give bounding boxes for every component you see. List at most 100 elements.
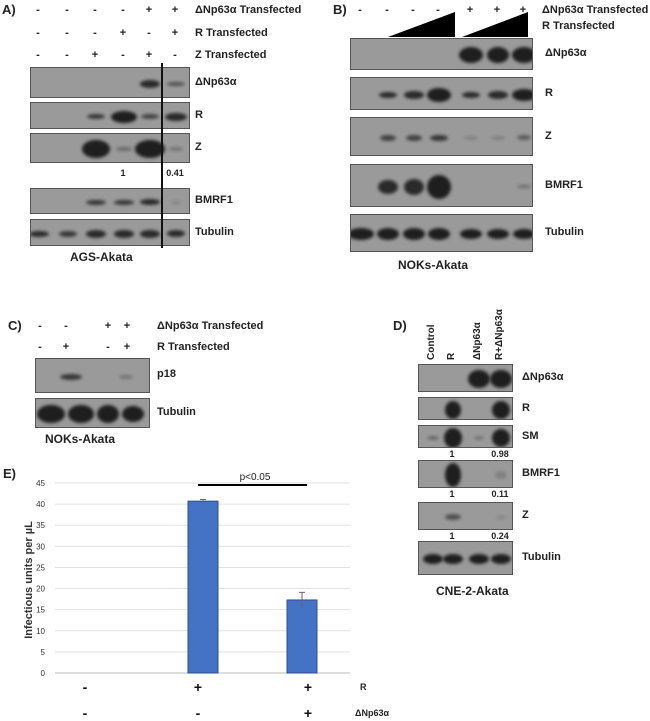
panel-d-2-blot [418, 425, 513, 448]
sign: - [38, 341, 42, 353]
lane-label: ΔNp63α [472, 322, 483, 360]
band [427, 174, 451, 199]
y-tick-label: 15 [36, 606, 45, 615]
panel-b-2-blot [350, 117, 533, 156]
band [86, 199, 106, 205]
panel-a-3-blot [30, 188, 190, 214]
sign: - [65, 4, 69, 16]
panel-d-1-blot [418, 397, 513, 420]
sign: + [119, 27, 127, 39]
panel-c-1-blot [35, 398, 150, 428]
band [517, 185, 531, 188]
sign: - [36, 49, 40, 61]
blot-label: Z [195, 141, 202, 153]
significance-label: p<0.05 [240, 472, 271, 483]
z_quant: 1 [449, 531, 455, 541]
sign: + [91, 49, 99, 61]
band [140, 229, 160, 238]
panel-d-5-blot [418, 541, 513, 575]
y-tick-label: 0 [41, 669, 46, 678]
panel-a-0-blot [30, 67, 190, 98]
y-tick-label: 30 [36, 542, 45, 551]
band [443, 554, 463, 564]
condition-sign: + [304, 705, 312, 721]
blot-label: BMRF1 [545, 178, 583, 191]
band [512, 88, 532, 101]
band [474, 435, 484, 440]
band [140, 79, 160, 88]
band [404, 178, 424, 195]
band [114, 199, 134, 205]
sign: + [519, 4, 527, 16]
band [462, 91, 480, 98]
band [487, 229, 509, 239]
cell-line-label: AGS-Akata [70, 250, 133, 264]
band [378, 179, 398, 194]
panel-d-4-blot [418, 502, 513, 530]
condition-sign: - [83, 679, 88, 695]
panel-a-4-blot [30, 219, 190, 246]
band [468, 370, 490, 388]
sign: - [65, 27, 69, 39]
bmrf1_quant: 0.11 [491, 489, 509, 499]
blot-label: Tubulin [522, 551, 561, 563]
band [82, 140, 110, 158]
row-label: ΔNp63α Transfected [157, 320, 264, 332]
sign: + [104, 320, 112, 332]
condition-label: ΔNp63α [355, 708, 389, 718]
lane-label: Control [426, 324, 437, 360]
panel-b-3-blot [350, 164, 533, 207]
band [445, 400, 461, 419]
bar [187, 500, 219, 674]
band [351, 228, 374, 240]
band [430, 134, 448, 141]
band [491, 554, 511, 564]
condition-sign: - [83, 705, 88, 721]
sign: - [93, 27, 97, 39]
band [60, 373, 82, 380]
sign: + [123, 341, 131, 353]
band [86, 229, 106, 238]
sm_quant: 0.98 [491, 449, 509, 459]
sign: + [171, 4, 179, 16]
band [379, 91, 397, 98]
band [495, 471, 507, 479]
band [513, 229, 532, 239]
y-tick-label: 45 [36, 479, 45, 488]
band [97, 405, 119, 423]
cell-line-label: NOKs-Akata [398, 258, 469, 272]
lane-label: R [446, 352, 457, 360]
band [427, 435, 439, 440]
y-tick-label: 5 [41, 648, 46, 657]
band [59, 230, 77, 237]
band [464, 135, 478, 140]
blot-label: p18 [157, 368, 176, 380]
blot-label: Z [545, 129, 552, 142]
panel-c-label: C) [8, 318, 22, 333]
sign: + [62, 341, 70, 353]
row-label: ΔNp63α Transfected [195, 4, 302, 16]
band [140, 199, 160, 205]
band [517, 135, 531, 140]
sign: - [436, 4, 440, 16]
band [167, 81, 185, 86]
sign: + [145, 49, 153, 61]
sign: + [145, 4, 153, 16]
sign: - [121, 4, 125, 16]
blot-label: ΔNp63α [195, 75, 237, 88]
band [171, 200, 181, 204]
blot-label: BMRF1 [522, 467, 560, 479]
panel-d-3-blot [418, 460, 513, 488]
blot-label: ΔNp63α [522, 371, 564, 383]
sign: + [493, 4, 501, 16]
band [406, 134, 422, 141]
panel-a-label: A) [2, 2, 16, 17]
band [404, 90, 424, 99]
sign: - [411, 4, 415, 16]
sign: - [385, 4, 389, 16]
r-dose-triangle [388, 12, 455, 37]
sign: - [93, 4, 97, 16]
splice-line [161, 63, 163, 248]
panel-e-label: E) [3, 466, 16, 481]
row-label: ΔNp63α Transfected [542, 4, 649, 16]
